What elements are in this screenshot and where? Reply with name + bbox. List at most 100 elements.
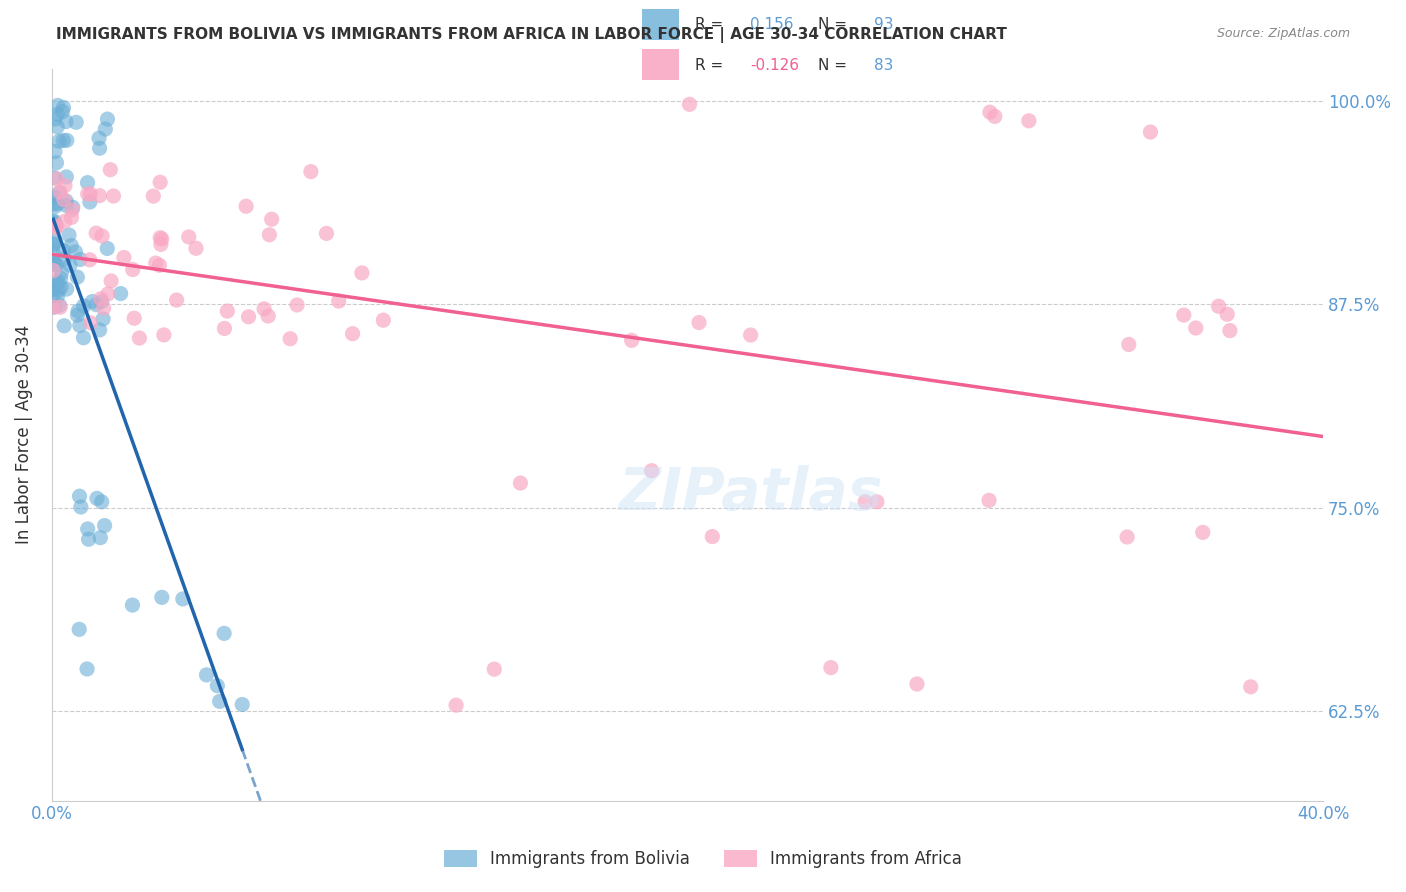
Immigrants from Africa [328,294,350,309]
Immigrants from Africa [866,495,889,509]
Immigrants from Africa [1240,680,1263,694]
Immigrants from Africa [42,300,65,314]
Immigrants from Bolivia [91,312,114,326]
Immigrants from Bolivia [172,591,194,606]
Immigrants from Bolivia [52,104,75,119]
Immigrants from Africa [299,164,322,178]
Immigrants from Africa [52,193,75,207]
Immigrants from Africa [49,185,72,199]
Immigrants from Bolivia [86,298,108,312]
FancyBboxPatch shape [643,49,679,80]
Immigrants from Bolivia [45,218,67,232]
Immigrants from Africa [103,189,125,203]
Immigrants from Africa [79,316,101,330]
Immigrants from Bolivia [93,518,115,533]
Immigrants from Bolivia [48,134,70,148]
Immigrants from Bolivia [55,194,77,209]
Immigrants from Africa [53,178,76,193]
Immigrants from Africa [42,263,65,277]
Immigrants from Bolivia [42,237,65,252]
Immigrants from Africa [93,301,115,315]
Immigrants from Bolivia [96,112,118,127]
Immigrants from Africa [259,227,281,242]
Immigrants from Bolivia [76,662,98,676]
Immigrants from Bolivia [212,626,235,640]
Immigrants from Bolivia [48,284,70,298]
Immigrants from Africa [257,309,280,323]
Text: 83: 83 [875,58,893,72]
Text: -0.126: -0.126 [751,58,799,72]
Immigrants from Africa [184,241,207,255]
Immigrants from Bolivia [42,283,65,297]
Y-axis label: In Labor Force | Age 30-34: In Labor Force | Age 30-34 [15,325,32,544]
Text: R =: R = [695,18,728,32]
Immigrants from Africa [45,219,67,233]
Immigrants from Africa [977,493,1000,508]
Immigrants from Bolivia [42,254,65,268]
Immigrants from Africa [166,293,188,307]
Immigrants from Africa [153,327,176,342]
Immigrants from Africa [217,304,239,318]
Immigrants from Africa [444,698,467,713]
Text: N =: N = [818,18,852,32]
Immigrants from Africa [702,530,724,544]
Immigrants from Africa [91,229,114,244]
Immigrants from Bolivia [94,122,117,136]
Immigrants from Bolivia [52,244,75,258]
Immigrants from Bolivia [76,176,98,190]
Immigrants from Africa [49,300,72,314]
Immigrants from Africa [740,328,762,343]
Immigrants from Bolivia [52,133,75,147]
Immigrants from Bolivia [45,258,67,272]
Immigrants from Africa [84,226,107,240]
Immigrants from Bolivia [52,100,75,114]
Immigrants from Bolivia [44,200,66,214]
Immigrants from Bolivia [110,286,132,301]
Immigrants from Africa [484,662,506,676]
Immigrants from Bolivia [42,236,65,251]
Immigrants from Africa [1139,125,1161,139]
Immigrants from Africa [1216,307,1239,321]
Immigrants from Bolivia [65,115,87,129]
Immigrants from Bolivia [55,169,77,184]
Text: 93: 93 [875,18,893,32]
Immigrants from Bolivia [44,191,66,205]
Immigrants from Bolivia [44,170,66,185]
Immigrants from Africa [122,311,145,326]
Immigrants from Africa [149,230,172,244]
Immigrants from Africa [149,175,172,189]
Immigrants from Africa [149,237,172,252]
Immigrants from Africa [60,202,83,217]
Immigrants from Bolivia [42,197,65,211]
Legend: Immigrants from Bolivia, Immigrants from Africa: Immigrants from Bolivia, Immigrants from… [437,843,969,875]
Immigrants from Bolivia [76,522,98,536]
Immigrants from Bolivia [59,258,82,272]
Immigrants from Africa [1184,321,1206,335]
Immigrants from Africa [315,227,337,241]
Immigrants from Africa [342,326,364,341]
Immigrants from Bolivia [44,278,66,293]
Immigrants from Bolivia [48,186,70,200]
Immigrants from Africa [688,316,710,330]
Immigrants from Bolivia [89,141,111,155]
Immigrants from Bolivia [150,591,173,605]
Immigrants from Bolivia [49,280,72,294]
Immigrants from Bolivia [46,120,69,134]
Immigrants from Africa [260,212,283,227]
Immigrants from Africa [640,464,662,478]
Immigrants from Africa [150,232,173,246]
Immigrants from Bolivia [77,533,100,547]
Immigrants from Africa [98,162,121,177]
Immigrants from Africa [905,677,928,691]
Immigrants from Bolivia [44,257,66,271]
Immigrants from Bolivia [46,275,69,289]
Immigrants from Africa [285,298,308,312]
Immigrants from Africa [128,331,150,345]
Immigrants from Bolivia [66,304,89,318]
Immigrants from Bolivia [55,198,77,212]
Immigrants from Africa [90,292,112,306]
Immigrants from Bolivia [42,286,65,301]
Immigrants from Bolivia [46,196,69,211]
Immigrants from Bolivia [86,491,108,506]
Immigrants from Africa [100,274,122,288]
